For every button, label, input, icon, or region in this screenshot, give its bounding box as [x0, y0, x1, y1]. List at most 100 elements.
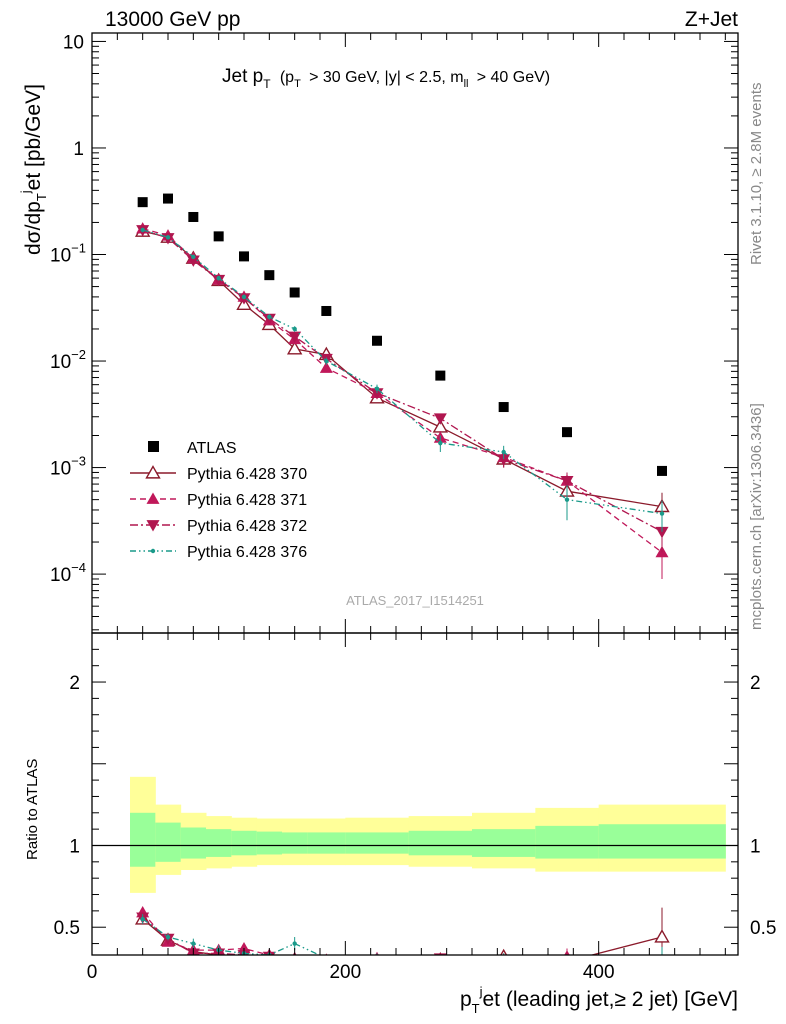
ratio-band-inner: [535, 825, 600, 859]
data-point-ratio: [656, 965, 669, 976]
atlas-point: [657, 465, 667, 476]
data-point-ratio: [656, 975, 669, 986]
atlas-point: [498, 402, 509, 413]
data-point-ratio: [501, 958, 505, 962]
x-tick-label: 200: [329, 962, 361, 983]
data-point-ratio: [654, 929, 670, 943]
x-axis-label: pTjet (leading jet,≥ 2 jet) [GeV]: [460, 984, 738, 1016]
ratio-band-inner: [256, 831, 283, 855]
data-point-top: [497, 454, 511, 466]
data-point-ratio: [561, 955, 574, 966]
legend-marker-atlas: [148, 441, 159, 452]
atlas-point: [239, 251, 249, 262]
y-axis-label-bottom: Ratio to ATLAS: [24, 759, 41, 860]
data-point-top: [433, 413, 447, 425]
data-point-ratio: [288, 955, 301, 966]
data-point-top: [655, 526, 669, 539]
ratio-band-inner: [231, 830, 258, 856]
data-point-ratio: [565, 963, 569, 967]
x-label-a-sub: T: [472, 1001, 480, 1016]
data-point-ratio: [660, 961, 664, 965]
plot-title-cuts-a: (p: [280, 69, 294, 86]
y-tick-label-bottom-right: 0.5: [750, 918, 776, 939]
data-point-top: [501, 449, 506, 455]
data-point-ratio: [434, 957, 447, 968]
data-point-ratio: [500, 948, 508, 955]
plot-title-cuts-b-sub: ll: [464, 78, 469, 90]
ratio-band-inner: [598, 824, 726, 859]
atlas-point: [321, 305, 332, 316]
x-label-b: et (leading jet,≥ 2 jet) [GeV]: [483, 988, 739, 1011]
legend-marker: [146, 492, 160, 504]
data-point-ratio: [165, 934, 171, 940]
data-point-top: [374, 386, 380, 391]
x-label-a: p: [460, 988, 472, 1011]
y-axis-label-top: dσ/dpTjet [pb/GeV]: [18, 84, 49, 255]
y-tick-label-top: 1: [73, 139, 84, 160]
legend-marker: [150, 548, 156, 554]
legend-label: Pythia 6.428 376: [187, 544, 307, 561]
ratio-band-inner: [345, 832, 410, 854]
ratio-band-inner: [180, 827, 207, 859]
y-tick-label-top: 10: [63, 32, 84, 53]
data-point-top: [216, 275, 221, 281]
y-tick-label-exp: −4: [71, 560, 86, 575]
data-point-ratio: [191, 941, 196, 946]
plot-title-main: Jet p: [222, 66, 263, 87]
y-tick-label-base: 10: [50, 246, 71, 267]
legend-marker: [145, 465, 161, 479]
legend-label: Pythia 6.428 370: [187, 466, 307, 483]
y-tick-label-top: 10−1: [50, 241, 86, 267]
data-point-ratio: [438, 963, 442, 967]
y-tick-label-bottom-left: 1: [69, 836, 80, 857]
data-point-top: [659, 511, 665, 516]
legend-label-atlas: ATLAS: [187, 440, 237, 457]
y-tick-label-bottom-left: 0.5: [54, 918, 80, 939]
atlas-point: [435, 370, 446, 381]
data-point-top: [324, 358, 329, 364]
x-tick-label: 0: [87, 962, 98, 983]
y-tick-label-bottom-right: 1: [750, 836, 761, 857]
ratio-band-inner: [472, 829, 536, 857]
atlas-point: [137, 197, 148, 208]
process-label: Z+Jet: [685, 8, 738, 31]
ratio-band-inner: [408, 830, 473, 856]
plot-title: Jet pT (pT > 30 GeV, |y| < 2.5, mll > 40…: [222, 66, 550, 93]
atlas-point: [372, 335, 382, 346]
series-line-ratio: [142, 918, 321, 955]
y-tick-label-top: 10−3: [50, 454, 86, 480]
top-panel-frame: [91, 32, 739, 634]
ratio-band-inner: [307, 832, 346, 854]
y-tick-label-top: 10−4: [50, 560, 86, 586]
data-point-top: [288, 331, 302, 343]
data-point-ratio: [324, 956, 328, 960]
y-tick-label-exp: −1: [71, 241, 86, 256]
atlas-point: [289, 287, 300, 298]
y-tick-label-exp: −3: [71, 454, 86, 469]
ratio-band-inner: [206, 829, 232, 857]
y-label-j: j: [18, 190, 33, 194]
x-label-j: j: [479, 984, 483, 999]
atlas-point: [264, 270, 275, 281]
data-point-top: [165, 235, 171, 240]
data-point-top: [186, 255, 200, 267]
legend-marker: [146, 520, 160, 532]
atlas-point: [213, 231, 224, 242]
data-point-top: [564, 497, 570, 502]
ratio-band-inner: [155, 822, 182, 862]
plot-title-main-sub: T: [263, 77, 271, 91]
analysis-label: ATLAS_2017_I1514251: [346, 593, 484, 608]
data-point-top: [286, 340, 303, 355]
plot-title-cuts-a-sub: T: [294, 78, 301, 90]
ratio-band-inner: [130, 812, 156, 867]
data-point-top: [319, 361, 333, 373]
atlas-point: [562, 427, 572, 438]
y-label-a-sub: T: [34, 193, 49, 201]
legend-label: Pythia 6.428 372: [187, 518, 307, 535]
data-point-top: [267, 314, 272, 320]
data-point-top: [241, 294, 247, 300]
bottom-panel-frame: [91, 632, 739, 956]
atlas-point: [188, 211, 199, 222]
ratio-band-inner: [282, 832, 308, 854]
